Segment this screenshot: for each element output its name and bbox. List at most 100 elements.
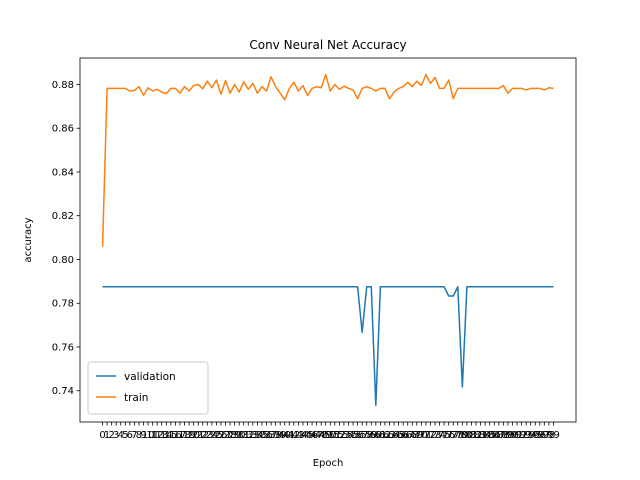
x-tick-label: 33 xyxy=(246,430,259,441)
x-tick-label: 58 xyxy=(360,430,373,441)
x-tick-label: 64 xyxy=(388,430,401,441)
x-tick-label: 50 xyxy=(324,430,337,441)
y-tick-label: 0.74 xyxy=(52,386,74,397)
x-tick-label: 61 xyxy=(374,430,387,441)
series-line xyxy=(101,73,554,247)
x-tick-label: 76 xyxy=(442,430,455,441)
x-tick-label: 91 xyxy=(511,430,524,441)
x-tick-label: 21 xyxy=(192,430,205,441)
x-tick-label: 0 xyxy=(99,430,105,441)
x-tick-label: 75 xyxy=(438,430,451,441)
x-tick-label: 54 xyxy=(342,430,355,441)
series-line xyxy=(102,286,554,407)
legend-box xyxy=(87,361,209,415)
x-tick-label: 57 xyxy=(356,430,369,441)
x-tick-label: 40 xyxy=(278,430,291,441)
x-tick-label: 31 xyxy=(237,430,250,441)
x-tick-label: 8 xyxy=(136,430,142,441)
chart-title: Conv Neural Net Accuracy xyxy=(249,38,406,52)
x-tick-label: 84 xyxy=(479,430,492,441)
x-tick-label: 53 xyxy=(338,430,351,441)
x-tick-label: 2 xyxy=(108,430,114,441)
x-tick-label: 72 xyxy=(424,430,437,441)
x-tick-label: 55 xyxy=(347,430,360,441)
x-tick-label: 5 xyxy=(122,430,128,441)
x-tick-label: 17 xyxy=(174,430,187,441)
x-tick-label: 24 xyxy=(205,430,218,441)
x-tick-label: 94 xyxy=(524,430,537,441)
x-tick-label: 66 xyxy=(397,430,410,441)
x-tick-label: 80 xyxy=(461,430,474,441)
x-tick-label: 68 xyxy=(406,430,419,441)
x-tick-label: 49 xyxy=(319,430,332,441)
x-tick-label: 46 xyxy=(306,430,319,441)
x-tick-label: 25 xyxy=(210,430,223,441)
x-tick-label: 42 xyxy=(287,430,300,441)
x-tick-label: 44 xyxy=(297,430,310,441)
x-tick-label: 19 xyxy=(183,430,196,441)
x-tick-label: 70 xyxy=(415,430,428,441)
x-tick-label: 65 xyxy=(392,430,405,441)
x-tick-label: 82 xyxy=(470,430,483,441)
x-tick-label: 95 xyxy=(529,430,542,441)
x-tick-label: 47 xyxy=(310,430,323,441)
x-tick-label: 3 xyxy=(113,430,119,441)
x-tick-label: 35 xyxy=(256,430,269,441)
plot-frame xyxy=(79,57,577,423)
y-tick-label: 0.82 xyxy=(52,211,74,222)
x-tick-label: 22 xyxy=(196,430,209,441)
x-tick-label: 87 xyxy=(492,430,505,441)
legend-label: validation xyxy=(124,371,176,383)
x-tick-label: 99 xyxy=(547,430,560,441)
x-tick-label: 77 xyxy=(447,430,460,441)
x-tick-label: 38 xyxy=(269,430,282,441)
x-tick-label: 13 xyxy=(155,430,168,441)
x-tick-label: 39 xyxy=(274,430,287,441)
x-tick-label: 85 xyxy=(483,430,496,441)
x-tick-label: 9 xyxy=(140,430,146,441)
x-tick-label: 30 xyxy=(233,430,246,441)
legend-label: train xyxy=(124,392,148,404)
x-tick-label: 98 xyxy=(543,430,556,441)
x-tick-label: 62 xyxy=(379,430,392,441)
x-tick-label: 29 xyxy=(228,430,241,441)
x-tick-label: 71 xyxy=(420,430,433,441)
x-tick-label: 97 xyxy=(538,430,551,441)
x-tick-label: 67 xyxy=(401,430,414,441)
y-axis-label: accuracy xyxy=(23,217,34,262)
x-tick-label: 74 xyxy=(433,430,446,441)
x-tick-label: 12 xyxy=(151,430,164,441)
x-tick-label: 79 xyxy=(456,430,469,441)
x-tick-label: 15 xyxy=(164,430,177,441)
y-tick-label: 0.88 xyxy=(52,80,74,91)
x-tick-label: 28 xyxy=(224,430,237,441)
x-tick-label: 51 xyxy=(328,430,341,441)
x-tick-label: 78 xyxy=(451,430,464,441)
x-tick-label: 11 xyxy=(146,430,159,441)
x-tick-label: 36 xyxy=(260,430,273,441)
x-tick-label: 41 xyxy=(283,430,296,441)
y-tick-label: 0.86 xyxy=(52,124,74,135)
y-tick-label: 0.76 xyxy=(52,342,74,353)
x-tick-label: 20 xyxy=(187,430,200,441)
x-tick-label: 92 xyxy=(515,430,528,441)
x-tick-label: 1 xyxy=(104,430,110,441)
x-tick-label: 27 xyxy=(219,430,232,441)
x-tick-label: 45 xyxy=(301,430,314,441)
x-tick-label: 89 xyxy=(502,430,515,441)
x-tick-label: 37 xyxy=(265,430,278,441)
x-tick-label: 90 xyxy=(506,430,519,441)
x-tick-label: 14 xyxy=(160,430,173,441)
x-tick-label: 69 xyxy=(410,430,423,441)
x-tick-label: 4 xyxy=(118,430,124,441)
x-tick-label: 56 xyxy=(351,430,364,441)
x-tick-label: 93 xyxy=(520,430,533,441)
x-tick-label: 73 xyxy=(429,430,442,441)
y-tick-label: 0.84 xyxy=(52,167,74,178)
x-tick-label: 34 xyxy=(251,430,264,441)
y-tick-label: 0.78 xyxy=(52,299,74,310)
x-tick-label: 10 xyxy=(142,430,155,441)
x-tick-label: 86 xyxy=(488,430,501,441)
x-tick-label: 7 xyxy=(131,430,137,441)
